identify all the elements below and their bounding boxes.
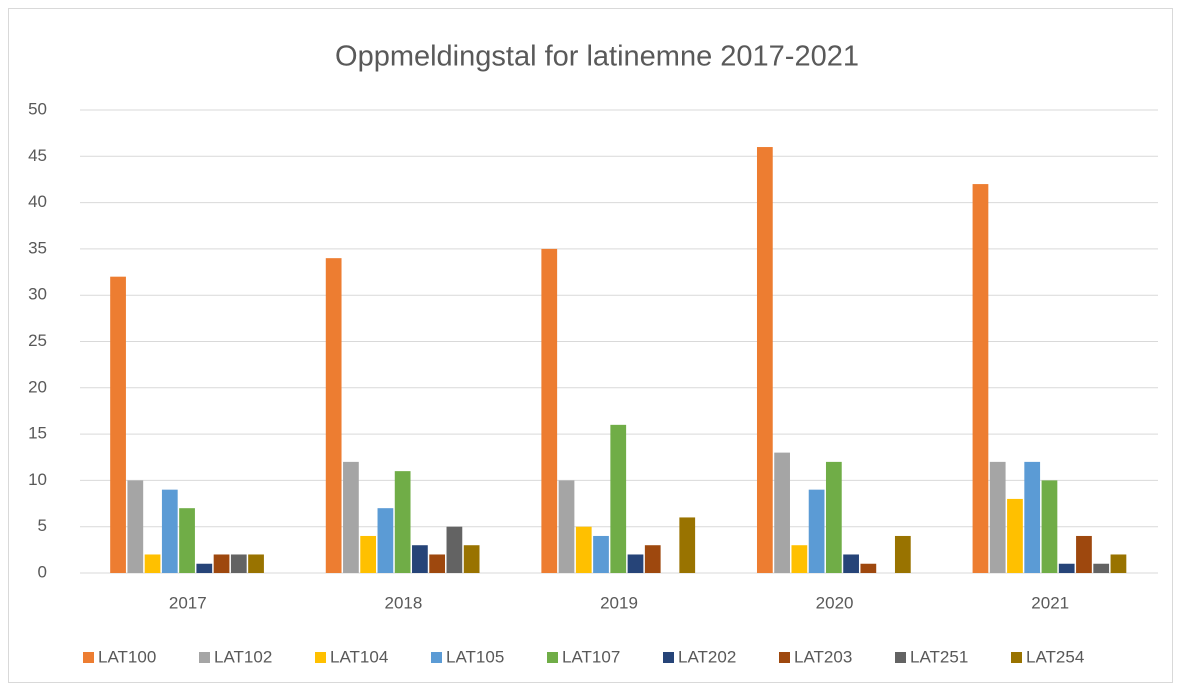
bar — [644, 545, 661, 573]
bar — [541, 248, 558, 573]
bar — [627, 554, 644, 573]
x-tick-label: 2017 — [169, 593, 207, 612]
legend-label: LAT254 — [1026, 647, 1084, 666]
bar — [360, 535, 377, 573]
y-tick-label: 30 — [28, 285, 47, 304]
bar — [377, 508, 394, 573]
bar — [144, 554, 161, 573]
bar — [558, 480, 575, 573]
y-tick-label: 50 — [28, 99, 47, 118]
y-tick-label: 25 — [28, 331, 47, 350]
bar — [463, 545, 480, 573]
bar — [860, 563, 877, 573]
bar — [394, 471, 411, 573]
legend-label: LAT104 — [330, 647, 388, 666]
legend-swatch — [83, 652, 94, 663]
bar — [230, 554, 247, 573]
bar — [196, 563, 213, 573]
legend-label: LAT203 — [794, 647, 852, 666]
bar — [429, 554, 446, 573]
bar — [446, 526, 463, 573]
y-tick-label: 35 — [28, 238, 47, 257]
bar — [1024, 461, 1041, 573]
legend-swatch — [895, 652, 906, 663]
bar — [894, 535, 911, 573]
bar — [791, 545, 808, 573]
legend-label: LAT105 — [446, 647, 504, 666]
bar — [1041, 480, 1058, 573]
legend-swatch — [315, 652, 326, 663]
chart-title: Oppmeldingstal for latinemne 2017-2021 — [335, 41, 859, 73]
bar — [593, 535, 609, 573]
bar — [756, 147, 773, 574]
bar — [161, 489, 178, 573]
bar — [1058, 563, 1075, 573]
y-tick-label: 0 — [38, 562, 47, 581]
legend-swatch — [779, 652, 790, 663]
legend-label: LAT202 — [678, 647, 736, 666]
y-tick-label: 40 — [28, 192, 47, 211]
bar — [110, 276, 126, 573]
bar — [825, 461, 842, 573]
legend-label: LAT102 — [214, 647, 272, 666]
bar — [575, 526, 592, 573]
bar — [1007, 498, 1023, 573]
bar — [989, 461, 1006, 573]
y-tick-label: 45 — [28, 146, 47, 165]
x-tick-label: 2021 — [1031, 593, 1069, 612]
bar — [343, 461, 359, 573]
bar — [213, 554, 230, 573]
bar — [843, 554, 859, 573]
bar — [1076, 535, 1092, 573]
x-tick-label: 2020 — [816, 593, 854, 612]
legend-label: LAT100 — [98, 647, 156, 666]
bar — [610, 424, 627, 573]
legend-swatch — [431, 652, 442, 663]
legend-label: LAT107 — [562, 647, 620, 666]
y-tick-label: 10 — [28, 470, 47, 489]
bar — [1093, 563, 1110, 573]
y-tick-label: 20 — [28, 377, 47, 396]
bar — [412, 545, 428, 573]
bar — [972, 184, 989, 573]
x-tick-label: 2018 — [384, 593, 422, 612]
x-tick-label: 2019 — [600, 593, 638, 612]
bar — [679, 517, 696, 573]
bar — [248, 554, 264, 573]
bar — [127, 480, 144, 573]
bar — [179, 508, 195, 573]
bar — [1110, 554, 1127, 573]
legend-swatch — [199, 652, 210, 663]
legend-swatch — [547, 652, 558, 663]
bar — [808, 489, 825, 573]
y-tick-label: 5 — [38, 516, 47, 535]
bar — [774, 452, 790, 573]
legend-label: LAT251 — [910, 647, 968, 666]
bar — [325, 258, 342, 573]
legend-swatch — [663, 652, 674, 663]
y-tick-label: 15 — [28, 424, 47, 443]
legend-swatch — [1011, 652, 1022, 663]
